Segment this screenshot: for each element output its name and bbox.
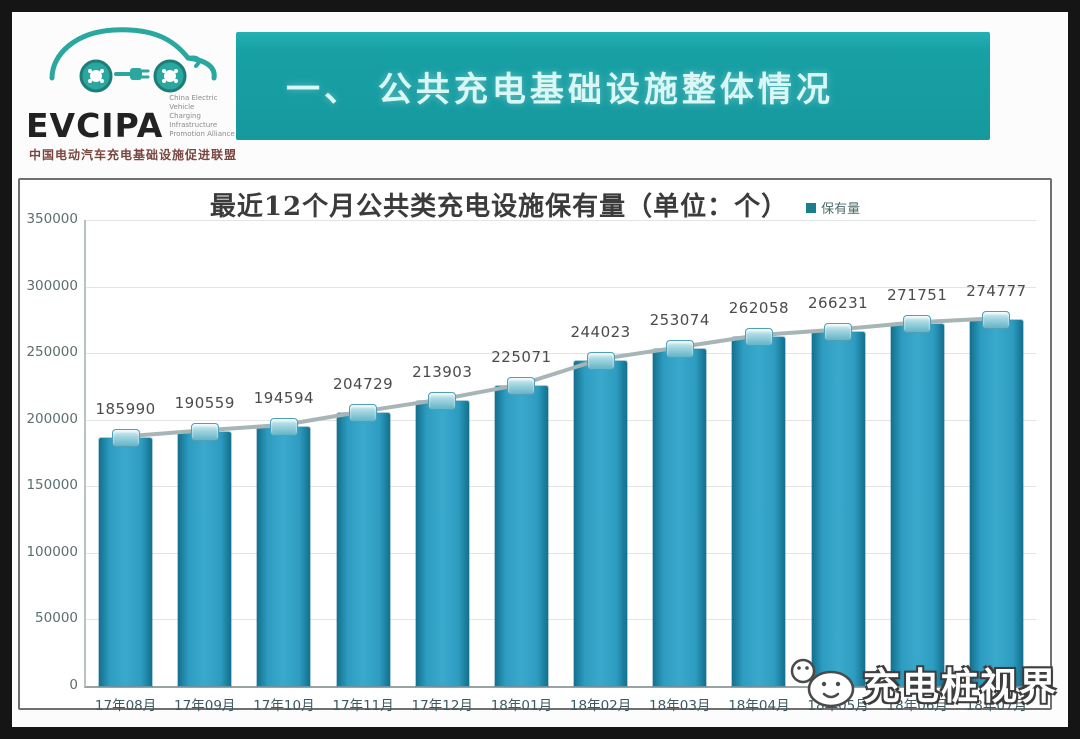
- x-axis-label: 17年09月: [174, 698, 236, 714]
- logo-chinese-name: 中国电动汽车充电基础设施促进联盟: [28, 148, 237, 163]
- chart-legend: 保有量: [806, 198, 860, 217]
- legend-label: 保有量: [821, 202, 861, 217]
- evcipa-logo: EVCIPA China Electric Vehicle Charging I…: [26, 16, 240, 168]
- x-axis-label: 17年12月: [411, 698, 473, 714]
- logo-brand-text: EVCIPA: [26, 106, 164, 146]
- section-title: 一、 公共充电基础设施整体情况: [286, 69, 834, 110]
- chart-panel: 最近12个月公共类充电设施保有量（单位：个） 保有量 0 50000 100000 1…: [18, 178, 1052, 714]
- bar: [653, 349, 707, 686]
- bar-value-label: 262058: [728, 299, 790, 318]
- y-axis-tick-label: 200000: [26, 410, 78, 427]
- plot-area: 0 50000 100000 150000 200000 250000 300000 3500…: [26, 211, 1036, 714]
- y-axis-tick-label: 350000: [26, 211, 78, 227]
- bar-cap-icon: [982, 311, 1011, 330]
- y-axis-tick-label: 150000: [26, 477, 78, 494]
- logo-english-name: China Electric Vehicle Charging Infrastr…: [169, 94, 235, 139]
- legend-swatch-icon: [806, 202, 817, 213]
- watermark-text: 充电桩视界: [863, 665, 1058, 708]
- y-axis-tick-label: 250000: [26, 344, 78, 361]
- bar-cap-icon: [428, 392, 457, 411]
- y-axis-tick-label: 100000: [26, 543, 78, 560]
- y-axis-tick-label: 0: [69, 677, 78, 693]
- bar: [257, 426, 311, 686]
- bar-value-label: 266231: [807, 293, 869, 312]
- x-axis-label: 18年02月: [569, 698, 632, 714]
- y-axis-tick-label: 50000: [35, 610, 78, 627]
- evcipa-logo-car-icon: [49, 27, 217, 93]
- bar: [574, 361, 628, 686]
- x-axis-label: 17年11月: [332, 698, 394, 714]
- bar-cap-icon: [269, 417, 298, 436]
- bar-value-label: 271751: [887, 286, 948, 305]
- bar: [415, 401, 469, 686]
- bar-cap-icon: [111, 429, 140, 448]
- bar-cap-icon: [507, 377, 536, 396]
- gridline: [86, 552, 1036, 554]
- gridline: [86, 286, 1036, 288]
- chart-header: 最近12个月公共类充电设施保有量（单位：个） 保有量: [20, 186, 1050, 223]
- x-axis-label: 18年04月: [728, 698, 790, 714]
- bar-value-label: 274777: [966, 282, 1027, 301]
- x-axis-label: 17年10月: [253, 698, 315, 714]
- charging-pile-face-icon: [790, 658, 855, 708]
- bar: [811, 331, 865, 686]
- x-axis-label: 17年08月: [94, 698, 157, 714]
- chart-title: 最近12个月公共类充电设施保有量（单位：个）: [209, 192, 789, 222]
- section-banner: 一、 公共充电基础设施整体情况: [236, 32, 990, 140]
- bar: [969, 320, 1023, 686]
- bar: [178, 432, 232, 686]
- bar: [99, 438, 153, 686]
- bar: [890, 324, 944, 686]
- x-axis-label: 18年06月: [886, 698, 948, 714]
- bar-cap-icon: [190, 423, 219, 442]
- x-axis-label: 18年07月: [965, 698, 1028, 714]
- bar: [494, 386, 548, 686]
- gridline: [86, 220, 1036, 221]
- gridline: [86, 486, 1036, 488]
- gridline: [86, 619, 1036, 621]
- watermark: 充电桩视界: [787, 655, 1058, 711]
- bar: [336, 413, 390, 686]
- bar-cap-icon: [586, 352, 615, 371]
- bar-cap-icon: [744, 328, 773, 347]
- bar-cap-icon: [824, 322, 853, 341]
- bar: [732, 337, 786, 686]
- bar-cap-icon: [665, 340, 694, 359]
- bar-cap-icon: [349, 404, 378, 423]
- y-axis-tick-label: 300000: [26, 277, 78, 294]
- bar-value-label: 225071: [491, 348, 552, 367]
- x-axis-label: 18年01月: [490, 698, 553, 714]
- bar-cap-icon: [903, 315, 932, 334]
- x-axis-label: 18年03月: [649, 698, 711, 714]
